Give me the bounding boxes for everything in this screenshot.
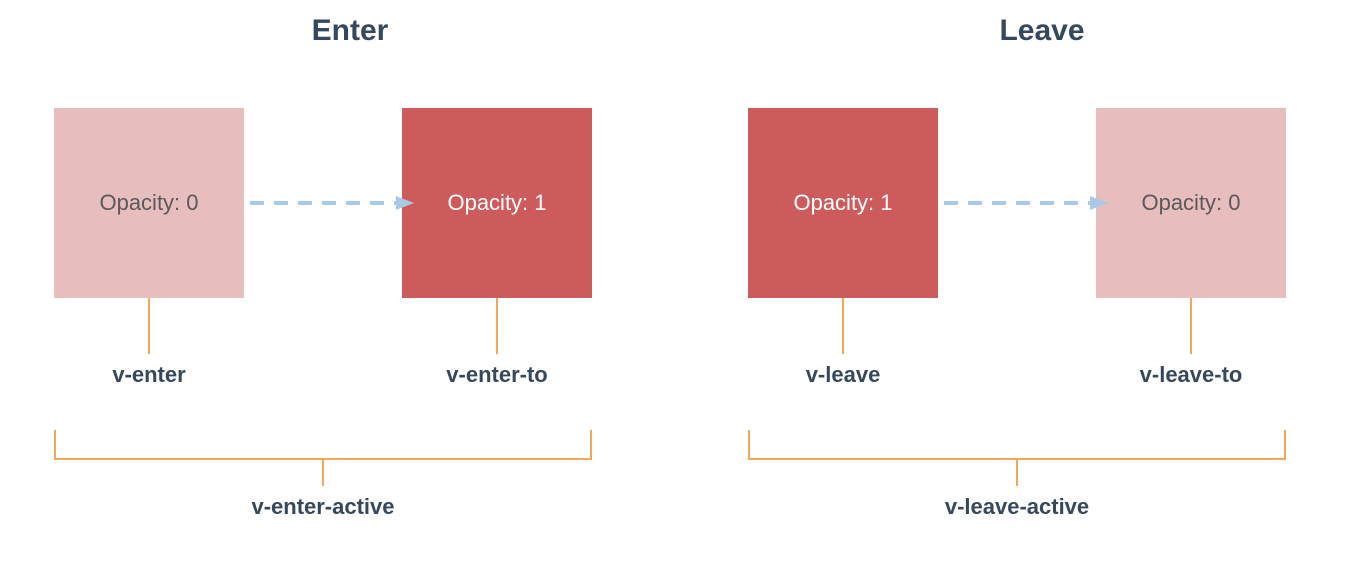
- v-enter-stem: [148, 298, 150, 354]
- leave-title: Leave: [922, 14, 1162, 48]
- enter-bracket-stem: [322, 460, 324, 486]
- v-enter-to-stem: [496, 298, 498, 354]
- v-enter-to-opacity-label: Opacity: 1: [447, 190, 546, 216]
- enter-bracket: [54, 430, 592, 460]
- v-leave-to-class-label: v-leave-to: [1081, 362, 1301, 388]
- v-leave-class-label: v-leave: [733, 362, 953, 388]
- v-enter-opacity-label: Opacity: 0: [99, 190, 198, 216]
- v-leave-to-opacity-label: Opacity: 0: [1141, 190, 1240, 216]
- v-leave-to-box: Opacity: 0: [1096, 108, 1286, 298]
- enter-active-label: v-enter-active: [183, 494, 463, 520]
- v-enter-box: Opacity: 0: [54, 108, 244, 298]
- v-leave-stem: [842, 298, 844, 354]
- v-leave-box: Opacity: 1: [748, 108, 938, 298]
- leave-active-label: v-leave-active: [877, 494, 1157, 520]
- arrow-0: [250, 183, 418, 223]
- leave-bracket-stem: [1016, 460, 1018, 486]
- v-enter-to-class-label: v-enter-to: [387, 362, 607, 388]
- v-enter-class-label: v-enter: [39, 362, 259, 388]
- arrow-1: [944, 183, 1112, 223]
- enter-title: Enter: [230, 14, 470, 48]
- v-enter-to-box: Opacity: 1: [402, 108, 592, 298]
- v-leave-to-stem: [1190, 298, 1192, 354]
- v-leave-opacity-label: Opacity: 1: [793, 190, 892, 216]
- leave-bracket: [748, 430, 1286, 460]
